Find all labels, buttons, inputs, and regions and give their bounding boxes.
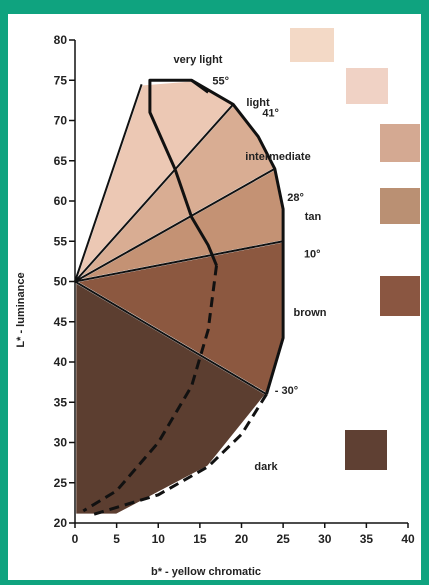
y-tick-label: 50 [54,275,68,289]
y-tick-label: 30 [54,436,68,450]
y-tick-label: 40 [54,355,68,369]
y-tick-label: 45 [54,315,68,329]
swatch-tan [380,188,420,224]
y-tick-label: 60 [54,194,68,208]
x-axis-label: b* - yellow chromatic [151,566,261,578]
x-tick-label: 35 [360,532,374,546]
x-tick-label: 40 [401,532,415,546]
swatch-very-light [290,28,334,62]
x-tick-label: 30 [318,532,332,546]
angle-ray [74,280,267,396]
y-tick-label: 70 [54,114,68,128]
angle-label: 10° [304,248,321,260]
angle-ray [74,83,143,282]
y-tick-label: 35 [54,395,68,409]
swatch-light [346,68,388,104]
label-brown: brown [294,307,327,319]
swatch-dark [345,430,387,470]
y-axis-label: L* - luminance [15,272,27,347]
color-swatches [290,28,420,470]
x-tick-label: 25 [276,532,290,546]
x-tick-label: 15 [193,532,207,546]
label-light: light [246,97,270,109]
angle-ray [74,103,234,283]
x-tick-label: 10 [152,532,166,546]
diagram-frame: 20 25 30 35 40 45 50 55 60 65 70 75 80 0 5 10 15 20 25 30 35… [8,14,421,580]
y-tick-label: 55 [54,234,68,248]
boundary-inner-dashed [82,265,218,513]
color-regions [73,79,285,517]
swatch-brown [380,276,420,316]
angle-label: 55° [212,75,229,87]
y-tick-label: 25 [54,476,68,490]
label-tan: tan [305,211,322,223]
boundary-inner-solid [148,78,218,266]
label-dark: dark [254,461,278,473]
category-labels: 55° 41° 28° 10° - 30° very light light intermed… [174,54,327,473]
angle-label: 41° [262,107,279,119]
gamut-boundary [82,78,285,517]
x-tick-label: 0 [72,532,79,546]
boundary-outer-solid [190,79,285,395]
angle-rays [74,83,284,396]
x-tick-label: 5 [113,532,120,546]
y-tick-label: 75 [54,73,68,87]
y-tick-label: 20 [54,516,68,530]
angle-label: 28° [287,192,304,204]
chart-svg: 20 25 30 35 40 45 50 55 60 65 70 75 80 0 5 10 15 20 25 30 35… [15,28,420,578]
swatch-intermediate [380,124,420,162]
x-tick-label: 20 [235,532,249,546]
tick-labels: 20 25 30 35 40 45 50 55 60 65 70 75 80 0 5 10 15 20 25 30 35… [54,33,415,546]
label-intermediate: intermediate [245,151,310,163]
y-tick-label: 80 [54,33,68,47]
angle-ray [74,167,276,283]
y-tick-label: 65 [54,154,68,168]
angle-label: - 30° [275,385,298,397]
angle-ray [74,240,284,283]
label-very-light: very light [174,54,223,66]
